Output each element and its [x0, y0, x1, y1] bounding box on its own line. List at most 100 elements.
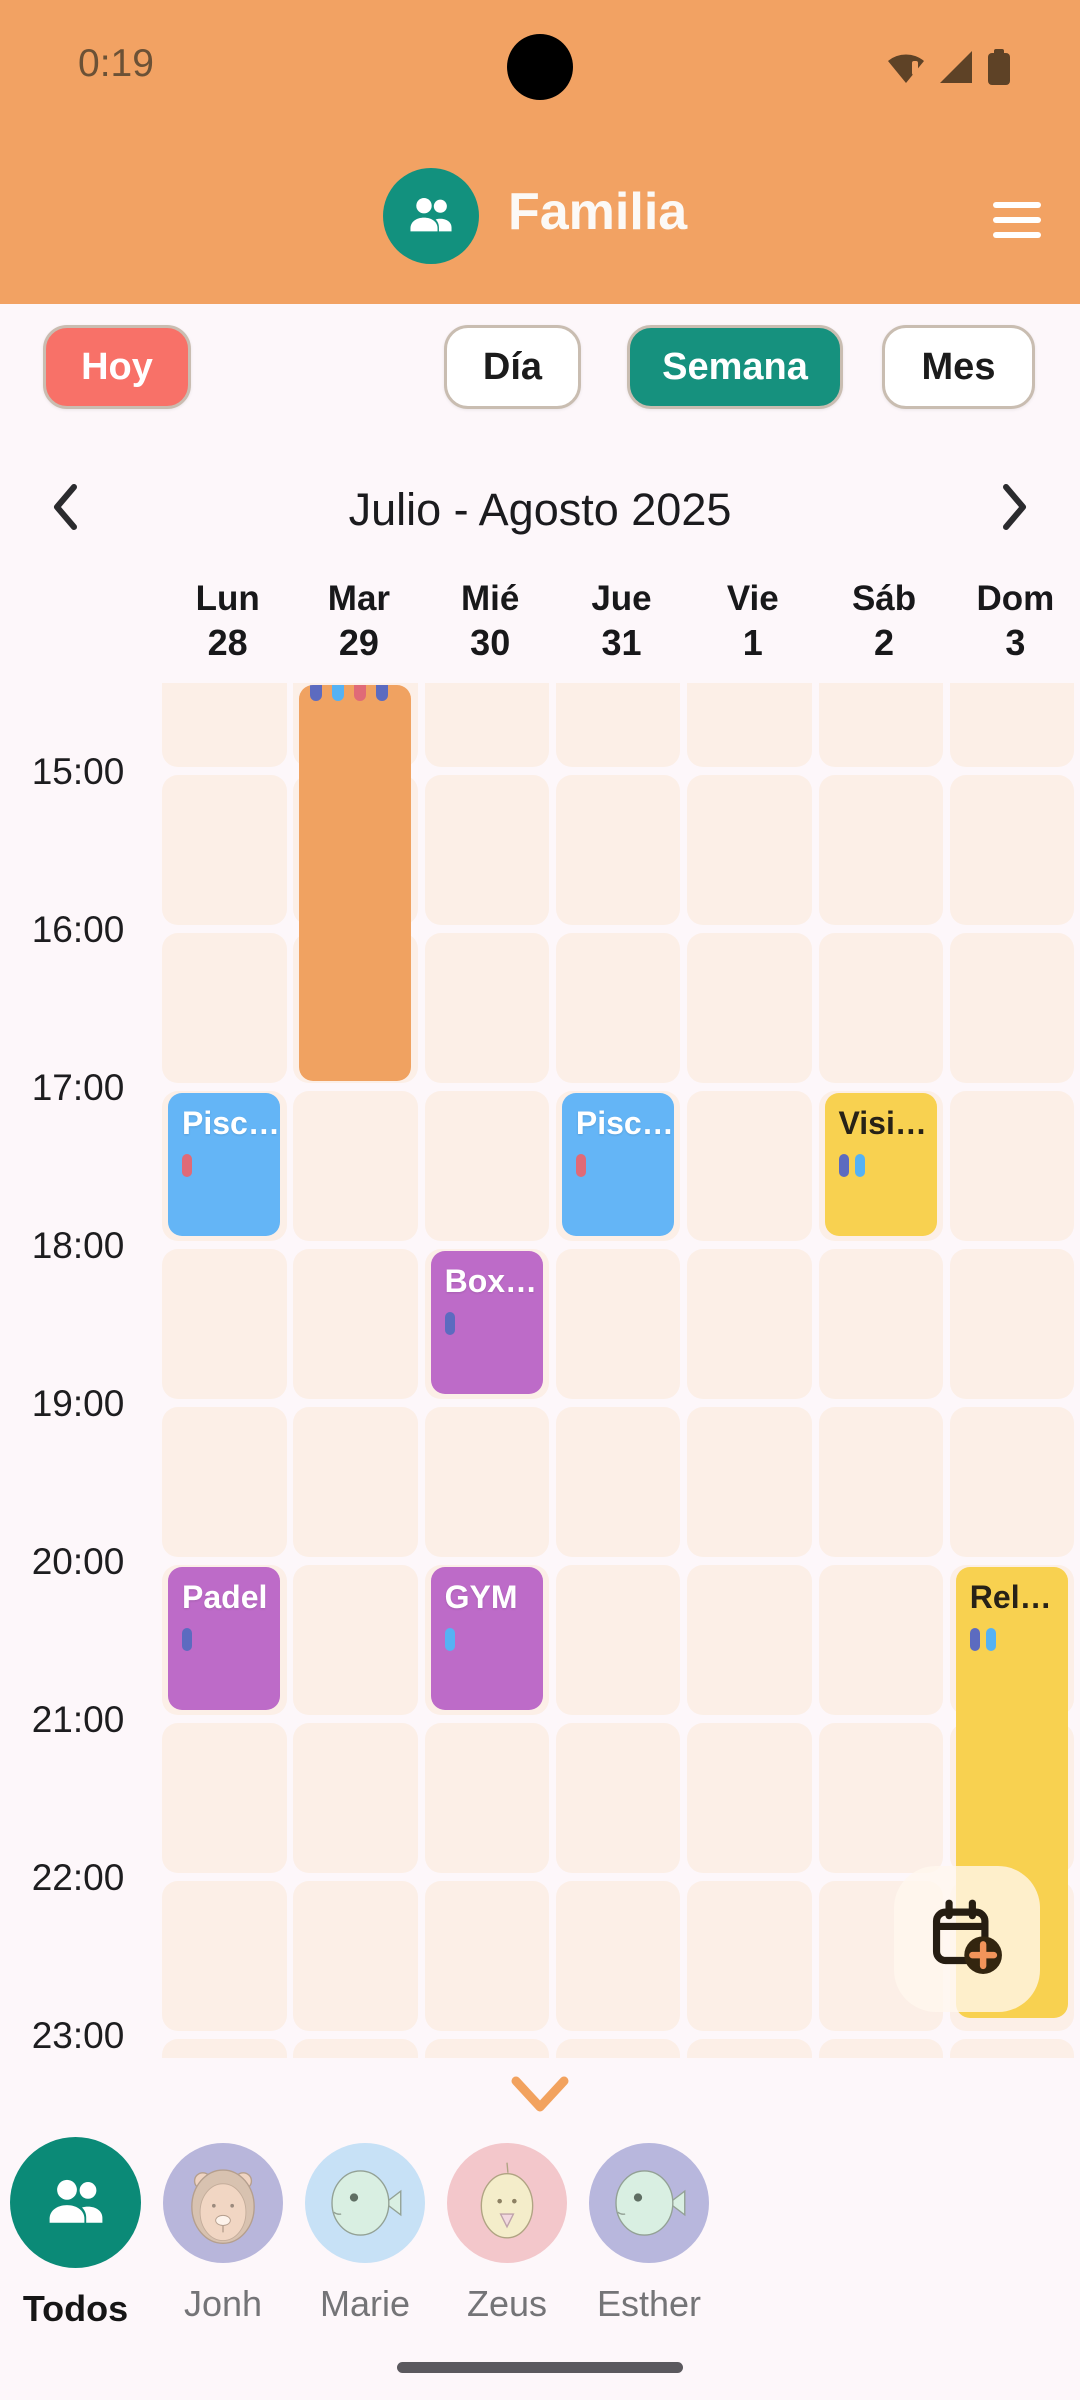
grid-cell[interactable] — [162, 775, 287, 925]
attendee-pill — [354, 685, 367, 702]
grid-cell[interactable] — [293, 1565, 418, 1715]
grid-cell[interactable] — [424, 683, 550, 767]
grid-cell[interactable] — [818, 1407, 944, 1557]
gesture-navigation-bar[interactable] — [397, 2362, 683, 2373]
grid-cell[interactable] — [555, 1565, 681, 1715]
grid-cell[interactable] — [949, 2039, 1075, 2058]
grid-cell[interactable] — [949, 1407, 1075, 1557]
grid-cell[interactable] — [424, 775, 550, 925]
event[interactable]: Padel — [168, 1567, 280, 1710]
grid-cell[interactable] — [949, 1091, 1075, 1241]
event[interactable] — [299, 685, 412, 1082]
grid-cell[interactable] — [424, 1881, 550, 2031]
grid-cell[interactable] — [293, 1249, 418, 1399]
event[interactable]: Visi… — [824, 1093, 937, 1236]
week-view-button[interactable]: Semana — [627, 325, 843, 409]
member-filter-bar: Todos Jonh — [10, 2137, 709, 2330]
scroll-down-chevron-icon[interactable] — [508, 2074, 572, 2116]
grid-cell[interactable] — [555, 683, 681, 767]
grid-cell[interactable] — [162, 2039, 287, 2058]
grid-cell[interactable] — [687, 1407, 812, 1557]
grid-cell[interactable] — [818, 933, 944, 1083]
grid-cell[interactable] — [818, 2039, 944, 2058]
grid-cell[interactable] — [687, 775, 812, 925]
event[interactable]: Box… — [430, 1251, 543, 1394]
grid-cell[interactable] — [949, 933, 1075, 1083]
grid-cell[interactable] — [818, 683, 944, 767]
grid-cell[interactable] — [687, 1091, 812, 1241]
member-filter-todos[interactable]: Todos — [10, 2137, 141, 2330]
event-title: Pisc… — [575, 1105, 674, 1141]
grid-cell[interactable] — [555, 1723, 681, 1873]
grid-cell[interactable] — [949, 775, 1075, 925]
grid-cell[interactable] — [687, 1565, 812, 1715]
grid-cell[interactable] — [424, 2039, 550, 2058]
member-filter-zeus[interactable]: Zeus — [447, 2137, 567, 2325]
grid-cell[interactable] — [555, 933, 681, 1083]
member-filter-esther[interactable]: Esther — [589, 2137, 709, 2325]
attendee-pill — [376, 685, 389, 702]
grid-cell[interactable] — [424, 1091, 550, 1241]
family-avatar — [383, 168, 479, 264]
grid-cell[interactable] — [818, 775, 944, 925]
grid-cell[interactable] — [162, 1249, 287, 1399]
todos-avatar — [10, 2137, 141, 2268]
status-icons — [886, 48, 1012, 86]
event[interactable]: GYM — [430, 1567, 543, 1710]
attendee-pill — [575, 1154, 586, 1177]
grid-cell[interactable] — [687, 1249, 812, 1399]
day-name: Mié — [461, 579, 520, 618]
grid-cell[interactable] — [687, 1723, 812, 1873]
today-button[interactable]: Hoy — [43, 325, 191, 409]
attendee-pill — [332, 685, 345, 702]
grid-cell[interactable] — [555, 775, 681, 925]
attendee-pills — [969, 1628, 1068, 1651]
grid-cell[interactable] — [949, 1249, 1075, 1399]
grid-cell[interactable] — [424, 933, 550, 1083]
grid-cell[interactable] — [162, 1723, 287, 1873]
grid-cell[interactable] — [818, 1723, 944, 1873]
member-filter-marie[interactable]: Marie — [305, 2137, 425, 2325]
hamburger-menu-button[interactable] — [993, 202, 1041, 238]
next-week-button[interactable] — [1000, 482, 1030, 532]
title-row: Familia — [0, 160, 1080, 280]
grid-cell[interactable] — [162, 933, 287, 1083]
attendee-pills — [310, 685, 389, 702]
grid-cell[interactable] — [687, 933, 812, 1083]
marie-avatar — [305, 2143, 425, 2263]
add-event-fab[interactable] — [894, 1866, 1040, 2012]
grid-cell[interactable] — [818, 1249, 944, 1399]
prev-week-button[interactable] — [50, 482, 80, 532]
day-view-button[interactable]: Día — [444, 325, 581, 409]
grid-cell[interactable] — [162, 683, 287, 767]
grid-cell[interactable] — [555, 1407, 681, 1557]
grid-cell[interactable] — [293, 1881, 418, 2031]
date-range-title: Julio - Agosto 2025 — [348, 484, 732, 535]
grid-cell[interactable] — [555, 1249, 681, 1399]
esther-avatar — [589, 2143, 709, 2263]
grid-cell[interactable] — [293, 1723, 418, 1873]
grid-cell[interactable] — [949, 683, 1075, 767]
day-name: Dom — [976, 579, 1055, 618]
grid-cell[interactable] — [555, 1881, 681, 2031]
grid-cell[interactable] — [162, 1881, 287, 2031]
grid-cell[interactable] — [424, 1407, 550, 1557]
grid-cell[interactable] — [687, 1881, 812, 2031]
member-filter-jonh[interactable]: Jonh — [163, 2137, 283, 2325]
event[interactable]: Pisc… — [561, 1093, 674, 1236]
grid-cell[interactable] — [162, 1407, 287, 1557]
member-label: Zeus — [466, 2283, 548, 2324]
chick-face-icon — [480, 2162, 534, 2239]
time-label: 17:00 — [31, 1067, 125, 1108]
grid-cell[interactable] — [293, 1091, 418, 1241]
grid-cell[interactable] — [687, 2039, 812, 2058]
grid-cell[interactable] — [293, 2039, 418, 2058]
event[interactable]: Pisc… — [168, 1093, 280, 1236]
month-view-button[interactable]: Mes — [882, 325, 1035, 409]
grid-cell[interactable] — [818, 1565, 944, 1715]
grid-cell[interactable] — [424, 1723, 550, 1873]
grid-cell[interactable] — [687, 683, 812, 767]
grid-cell[interactable] — [555, 2039, 681, 2058]
day-name: Jue — [591, 579, 652, 618]
grid-cell[interactable] — [293, 1407, 418, 1557]
